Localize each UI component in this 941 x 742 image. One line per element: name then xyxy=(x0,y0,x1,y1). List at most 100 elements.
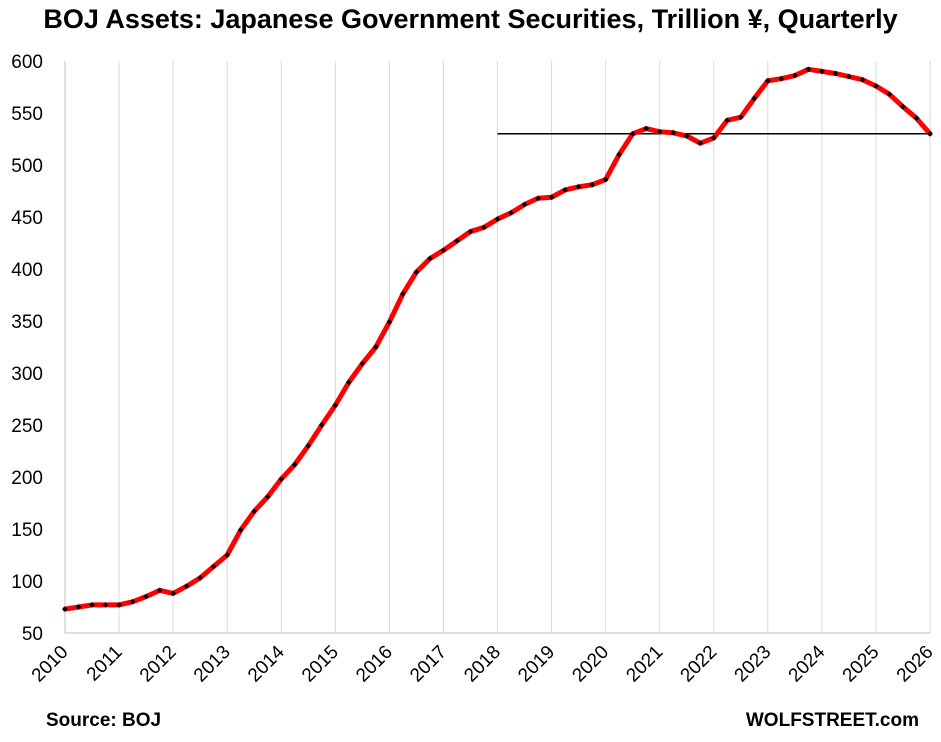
data-point xyxy=(521,201,528,208)
site-label: WOLFSTREET.com xyxy=(745,710,919,731)
data-point xyxy=(318,422,325,428)
data-point xyxy=(129,598,136,605)
x-tick-label: 2015 xyxy=(298,642,343,687)
y-tick-label: 200 xyxy=(11,468,43,489)
x-tick-label: 2011 xyxy=(83,642,127,686)
data-point xyxy=(440,247,447,254)
data-point xyxy=(575,184,582,190)
x-tick-label: 2016 xyxy=(352,642,397,687)
data-point xyxy=(697,140,704,146)
data-point xyxy=(927,130,933,137)
data-point xyxy=(291,461,298,468)
y-tick-label: 400 xyxy=(11,260,43,281)
chart-title: BOJ Assets: Japanese Government Securiti… xyxy=(43,4,898,34)
data-point xyxy=(170,590,176,597)
data-point xyxy=(656,128,663,135)
chart-plot: 50 100 150 200 250 300 350 400 450 500 550 600 2010… xyxy=(11,52,938,686)
data-point xyxy=(629,130,636,137)
x-tick-label: 2010 xyxy=(28,642,73,687)
x-tick-label: 2023 xyxy=(731,642,776,687)
x-tick-label: 2024 xyxy=(785,641,830,686)
data-point xyxy=(562,187,568,193)
x-tick-label: 2019 xyxy=(514,642,559,687)
x-tick-label: 2022 xyxy=(677,642,722,687)
y-tick-label: 500 xyxy=(11,156,43,177)
data-point xyxy=(508,210,514,216)
marker-group xyxy=(62,66,933,612)
data-point xyxy=(535,195,541,202)
data-point xyxy=(102,602,109,608)
source-label: Source: BOJ xyxy=(46,710,162,731)
data-point xyxy=(237,527,244,533)
data-point xyxy=(156,587,163,594)
data-point xyxy=(913,115,920,122)
x-tick-label: 2014 xyxy=(244,641,289,686)
data-point xyxy=(859,76,866,83)
y-tick-label: 450 xyxy=(11,208,43,229)
data-point xyxy=(332,402,339,409)
y-tick-label: 100 xyxy=(11,572,43,593)
y-tick-label: 150 xyxy=(11,520,43,541)
data-point xyxy=(764,77,771,84)
x-tick-label: 2012 xyxy=(136,642,181,687)
x-tick-labels: 2010 2011 2012 2013 2014 2015 2016 2017 2018 2019… xyxy=(28,641,938,686)
data-point xyxy=(278,476,285,482)
data-point xyxy=(494,216,501,222)
data-point xyxy=(792,72,798,79)
x-tick-label: 2018 xyxy=(460,642,505,687)
y-tick-label: 600 xyxy=(11,52,43,73)
data-point xyxy=(805,66,812,73)
x-tick-label: 2021 xyxy=(622,642,667,687)
data-point xyxy=(251,508,258,515)
data-point xyxy=(224,552,231,558)
data-point xyxy=(413,269,420,275)
data-point xyxy=(89,602,95,608)
data-point xyxy=(197,575,203,581)
y-tick-label: 50 xyxy=(22,624,43,645)
data-point xyxy=(427,255,433,262)
data-point xyxy=(683,133,690,139)
y-tick-label: 300 xyxy=(11,364,43,385)
y-tick-label: 250 xyxy=(11,416,43,437)
data-point xyxy=(400,291,406,297)
x-tick-label: 2013 xyxy=(190,642,235,687)
data-point xyxy=(143,593,149,600)
data-point xyxy=(548,194,555,201)
data-point xyxy=(373,344,379,350)
x-tick-label: 2020 xyxy=(568,642,613,687)
data-point xyxy=(481,224,487,231)
data-point xyxy=(589,181,595,188)
data-point xyxy=(832,70,839,77)
data-point xyxy=(345,379,352,386)
data-point xyxy=(778,75,785,82)
data-point xyxy=(264,493,271,500)
data-point xyxy=(724,117,731,124)
data-point xyxy=(670,129,677,136)
data-point xyxy=(305,442,312,449)
y-tick-labels: 50 100 150 200 250 300 350 400 450 500 550 600 xyxy=(11,52,43,645)
data-point xyxy=(454,238,460,244)
data-point xyxy=(386,319,393,325)
data-point xyxy=(62,606,68,612)
x-tick-label: 2017 xyxy=(406,642,451,687)
data-point xyxy=(846,73,852,80)
axis xyxy=(64,61,930,634)
x-tick-label: 2025 xyxy=(839,642,884,687)
data-point xyxy=(900,103,906,110)
data-point xyxy=(116,602,122,608)
y-tick-label: 550 xyxy=(11,104,43,125)
data-point xyxy=(873,83,879,89)
data-point xyxy=(819,68,825,75)
data-point xyxy=(602,176,609,183)
data-point xyxy=(75,604,82,610)
data-point xyxy=(359,360,366,367)
data-point xyxy=(737,114,744,120)
x-tick-label: 2026 xyxy=(893,642,938,687)
data-point xyxy=(886,91,893,98)
data-point xyxy=(467,228,474,235)
data-point xyxy=(183,583,190,590)
grid-lines xyxy=(64,61,931,633)
data-point xyxy=(210,563,217,570)
data-point xyxy=(751,95,758,102)
data-point xyxy=(616,151,622,158)
